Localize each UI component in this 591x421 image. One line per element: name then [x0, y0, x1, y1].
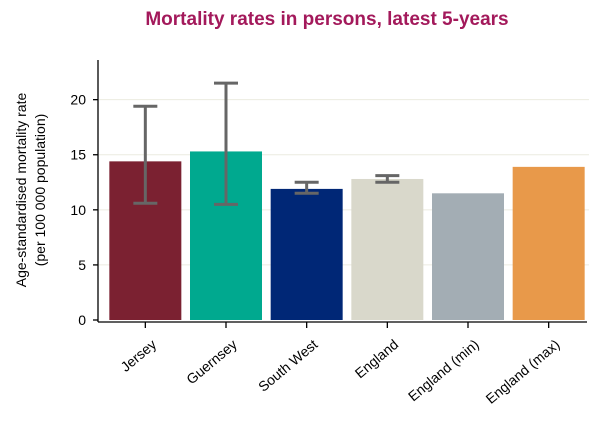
bar — [512, 166, 585, 320]
x-tick-label: Guernsey — [183, 336, 240, 387]
y-tick-label: 15 — [70, 147, 86, 163]
y-tick-label: 0 — [78, 312, 86, 328]
x-tick-label: Jersey — [117, 336, 159, 375]
x-tick-label: England (max) — [483, 336, 563, 407]
y-axis-label: (per 100 000 population) — [32, 114, 48, 267]
y-axis-label: Age-standardised mortality rate — [13, 93, 29, 288]
y-tick-label: 20 — [70, 92, 86, 108]
error-bar — [294, 180, 319, 195]
chart-title: Mortality rates in persons, latest 5-yea… — [145, 9, 508, 30]
error-bar — [133, 104, 158, 205]
x-tick-label: England (min) — [405, 336, 482, 404]
bar — [432, 193, 504, 320]
x-tick-label: South West — [255, 336, 321, 395]
y-tick-label: 5 — [78, 257, 86, 273]
error-bar — [214, 81, 238, 206]
bar — [270, 188, 343, 320]
bar — [351, 178, 424, 320]
x-tick-label: England — [352, 336, 402, 381]
y-tick-label: 10 — [70, 202, 86, 218]
error-bar — [375, 174, 400, 184]
